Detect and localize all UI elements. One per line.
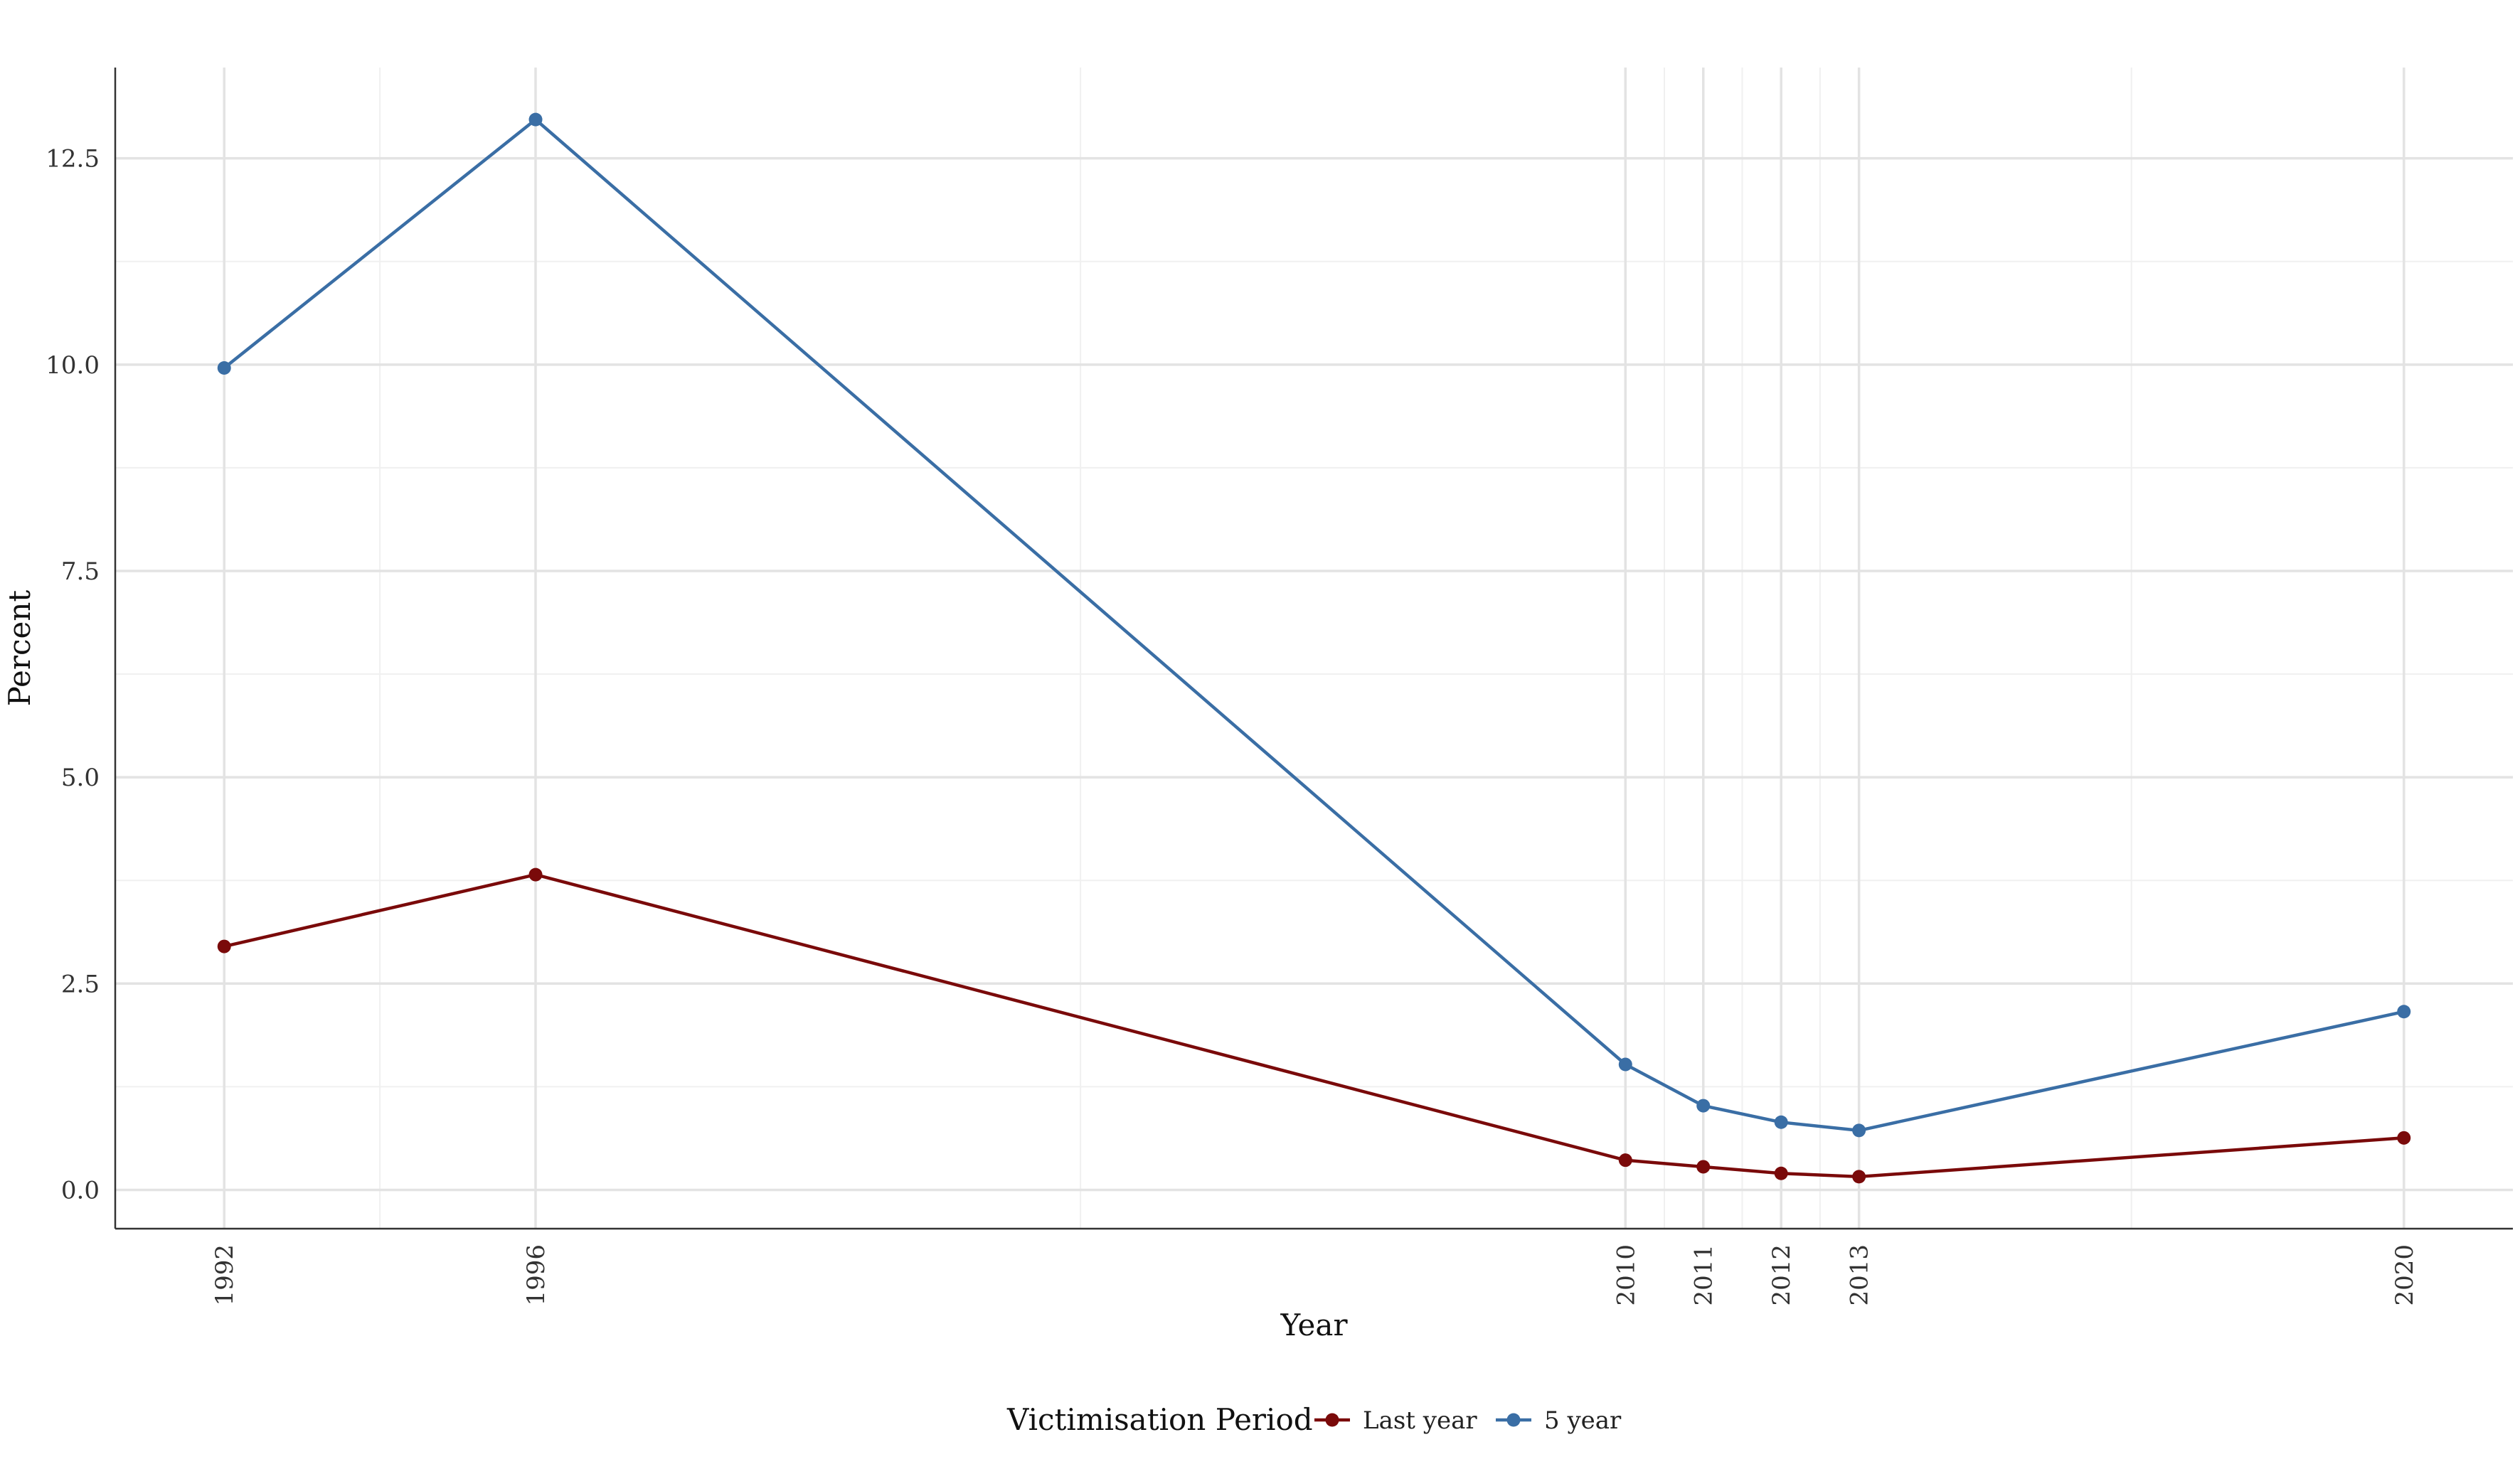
data-point-5-year (217, 360, 231, 375)
data-point-last-year (217, 939, 231, 953)
series-line-5-year (223, 117, 2405, 1133)
legend: Victimisation Period Last year 5 year (1006, 1402, 1622, 1437)
data-point-last-year (1618, 1153, 1632, 1168)
data-point-last-year (528, 867, 543, 882)
x-tick-label: 2013 (1846, 1244, 1874, 1306)
y-tick-label: 10.0 (46, 351, 100, 380)
x-tick-label: 2011 (1690, 1244, 1718, 1306)
data-point-last-year (1696, 1160, 1711, 1174)
y-tick-label: 0.0 (61, 1176, 100, 1204)
minor-gridlines (115, 68, 2513, 1229)
data-point-last-year (2397, 1131, 2411, 1145)
series-lines (217, 112, 2411, 1184)
data-point-5-year (1852, 1123, 1866, 1138)
y-tick-label: 5.0 (61, 764, 100, 792)
x-tick-label: 1992 (211, 1244, 239, 1306)
legend-title: Victimisation Period (1006, 1402, 1313, 1437)
x-tick-label: 1996 (522, 1244, 551, 1306)
legend-key-point-5-year (1506, 1413, 1521, 1427)
data-point-last-year (1852, 1170, 1866, 1184)
y-tick-label: 7.5 (61, 557, 100, 586)
y-axis-title: Percent (2, 590, 37, 707)
data-point-5-year (528, 112, 543, 127)
data-point-5-year (1696, 1099, 1711, 1113)
x-tick-label: 2012 (1767, 1244, 1796, 1306)
legend-label-5-year: 5 year (1544, 1406, 1622, 1435)
data-point-5-year (1774, 1115, 1788, 1129)
major-gridlines (115, 68, 2513, 1229)
legend-label-last-year: Last year (1363, 1406, 1477, 1435)
axes (114, 68, 2513, 1230)
x-tick-labels: 1992 1996 2010 2011 2012 2013 2020 (211, 1244, 2419, 1306)
legend-items: Last year 5 year (1314, 1406, 1622, 1435)
y-tick-labels: 0.0 2.5 5.0 7.5 10.0 12.5 (46, 145, 100, 1205)
data-point-5-year (1618, 1057, 1632, 1072)
x-axis-title: Year (1280, 1308, 1348, 1342)
series-line-last-year (223, 872, 2404, 1179)
data-point-5-year (2397, 1005, 2411, 1019)
data-point-last-year (1774, 1166, 1788, 1180)
y-tick-label: 2.5 (61, 970, 100, 998)
x-tick-label: 2020 (2391, 1244, 2419, 1306)
x-tick-label: 2010 (1612, 1244, 1640, 1306)
y-tick-label: 12.5 (46, 145, 100, 173)
legend-key-point-last-year (1325, 1413, 1339, 1427)
